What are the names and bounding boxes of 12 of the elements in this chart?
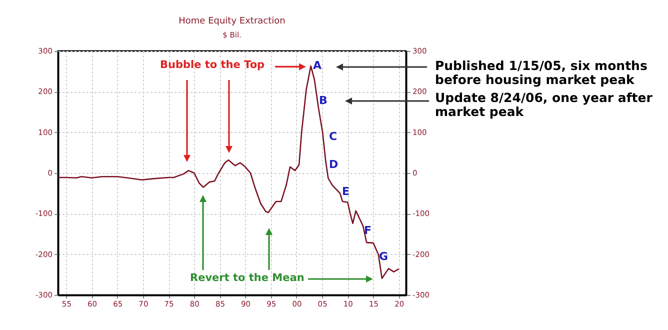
annotation: E [342, 185, 350, 198]
annotation: Revert to the Mean [190, 272, 304, 284]
annotation: F [364, 224, 372, 237]
text: Update 8/24/06, one year after market peak [435, 90, 654, 119]
chart-title: Home Equity Extraction [178, 16, 286, 26]
text: Published 1/15/05, six months before housing market peak [435, 58, 648, 87]
annotation: B [319, 94, 328, 107]
annotation: Bubble to the Top [160, 59, 265, 71]
annotation: D [329, 158, 338, 171]
annotation: A [313, 59, 322, 72]
annotation: G [379, 250, 388, 263]
annotation: C [329, 130, 338, 143]
